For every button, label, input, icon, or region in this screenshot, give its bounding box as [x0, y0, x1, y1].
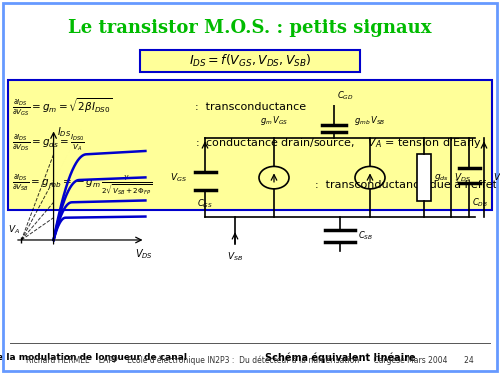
- Text: $V_{DS}$: $V_{DS}$: [454, 171, 471, 184]
- Text: Le transistor M.O.S. : petits signaux: Le transistor M.O.S. : petits signaux: [68, 19, 432, 37]
- Text: $V_{DB}$: $V_{DB}$: [493, 171, 500, 184]
- Text: $\frac{\partial I_{DS}}{\partial V_{DS}} = g_{ds} = \frac{I_{DS0}}{V_A}$: $\frac{\partial I_{DS}}{\partial V_{DS}}…: [12, 132, 85, 153]
- Text: Richard HERMEL    LAPP    Ecole d'électronique IN2P3 :  Du détecteur à la numéri: Richard HERMEL LAPP Ecole d'électronique…: [26, 355, 474, 365]
- Text: :  transconductance: : transconductance: [195, 102, 306, 112]
- Text: :  transconductance due à l'effet de  substrat: : transconductance due à l'effet de subs…: [315, 180, 500, 190]
- Bar: [8, 80, 492, 210]
- Text: $C_{GS}$: $C_{GS}$: [197, 198, 213, 210]
- Text: $g_{ds}$: $g_{ds}$: [434, 172, 450, 183]
- Text: $g_m\,V_{GS}$: $g_m\,V_{GS}$: [260, 114, 288, 127]
- Text: $g_{mb}\,V_{SB}$: $g_{mb}\,V_{SB}$: [354, 114, 386, 127]
- Text: $I_{DS} = f(V_{GS},V_{DS},V_{SB})$: $I_{DS} = f(V_{GS},V_{DS},V_{SB})$: [189, 53, 311, 69]
- Text: $V_A$: $V_A$: [8, 223, 20, 236]
- Text: $V_{GS}$: $V_{GS}$: [170, 171, 187, 184]
- Text: Schéma équivalent linéaire: Schéma équivalent linéaire: [264, 353, 416, 363]
- Text: :  conductance drain/source,    $V_A$ = tension d'Early: : conductance drain/source, $V_A$ = tens…: [195, 136, 482, 150]
- Text: $C_{SB}$: $C_{SB}$: [358, 230, 373, 242]
- Text: $\frac{\partial I_{DS}}{\partial V_{GS}} = g_m = \sqrt{2\beta I_{DS0}}$: $\frac{\partial I_{DS}}{\partial V_{GS}}…: [12, 96, 112, 118]
- Bar: [140, 50, 360, 72]
- Bar: [418, 154, 430, 201]
- Text: Effet de la modulation de longueur de canal: Effet de la modulation de longueur de ca…: [0, 353, 187, 362]
- Text: $V_{SB}$: $V_{SB}$: [227, 251, 243, 263]
- Text: $C_{DB}$: $C_{DB}$: [472, 197, 488, 209]
- Text: $\frac{\partial I_{DS}}{\partial V_{SB}} = g_{mb} = -g_m\,\frac{\gamma}{2\sqrt{V: $\frac{\partial I_{DS}}{\partial V_{SB}}…: [12, 173, 152, 197]
- Text: $V_{DS}$: $V_{DS}$: [134, 247, 152, 261]
- Text: $C_{GD}$: $C_{GD}$: [337, 90, 353, 102]
- Text: $I_{DS}$: $I_{DS}$: [57, 125, 72, 139]
